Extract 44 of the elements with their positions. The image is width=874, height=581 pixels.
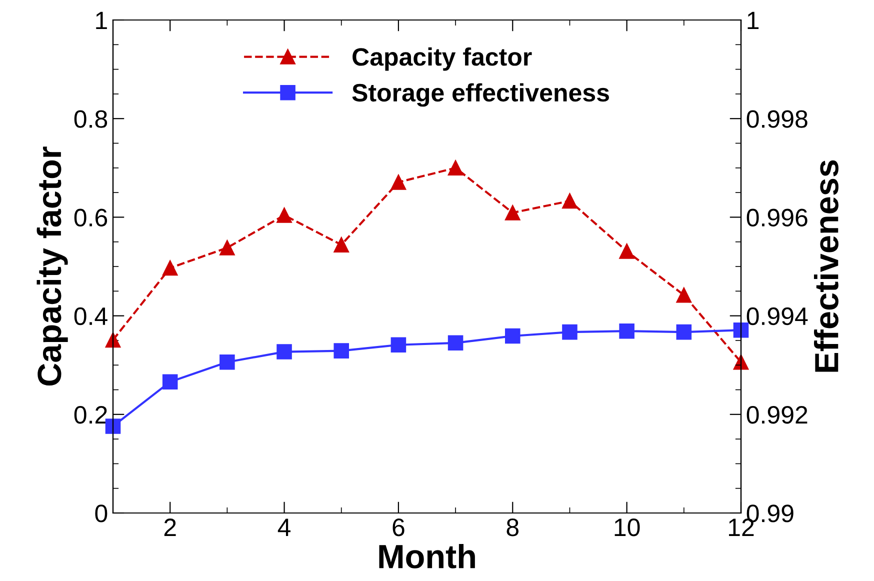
- x-tick-label: 6: [392, 518, 404, 536]
- y-tick-label: 0: [95, 504, 108, 522]
- y2-tick-label: 0.998: [746, 110, 808, 128]
- point: [448, 335, 464, 351]
- point: [220, 240, 235, 256]
- x-tick-label: 10: [614, 518, 640, 536]
- point: [105, 418, 121, 434]
- x-tick-label: 4: [278, 518, 290, 536]
- point: [676, 287, 692, 303]
- point: [504, 205, 520, 220]
- y2-tick-label: 0.994: [746, 307, 808, 326]
- y2-tick-label: 0.996: [746, 208, 808, 227]
- point: [504, 328, 520, 344]
- point: [619, 244, 634, 259]
- x-tick-label: 2: [164, 518, 176, 536]
- point: [162, 374, 178, 390]
- point: [220, 354, 235, 370]
- y-tick-label: 0.4: [74, 307, 108, 326]
- point: [105, 332, 121, 348]
- point: [162, 260, 178, 276]
- point: [448, 160, 464, 176]
- y-tick-label: 1: [96, 12, 107, 30]
- legend-label: Capacity factor: [352, 47, 532, 71]
- point: [276, 208, 292, 223]
- x-axis-title: Month: [379, 544, 475, 568]
- point: [562, 324, 578, 340]
- y2-axis-title: Effectiveness: [814, 160, 838, 372]
- y2-tick-label: 0.992: [746, 406, 808, 424]
- legend-label: Storage effectiveness: [352, 83, 609, 107]
- point: [733, 354, 749, 370]
- point: [390, 337, 406, 353]
- point: [562, 193, 578, 209]
- point: [334, 343, 350, 358]
- y2-tick-label: 1: [748, 12, 759, 30]
- point: [676, 324, 692, 340]
- point: [390, 174, 406, 190]
- y-tick-label: 0.2: [74, 406, 107, 424]
- y-axis-title: Capacity factor: [36, 146, 68, 386]
- x-tick-label: 8: [506, 518, 518, 536]
- point: [619, 323, 634, 339]
- point: [276, 344, 292, 360]
- y-tick-label: 0.8: [74, 110, 108, 128]
- point: [334, 237, 350, 252]
- y-tick-label: 0.6: [74, 208, 108, 227]
